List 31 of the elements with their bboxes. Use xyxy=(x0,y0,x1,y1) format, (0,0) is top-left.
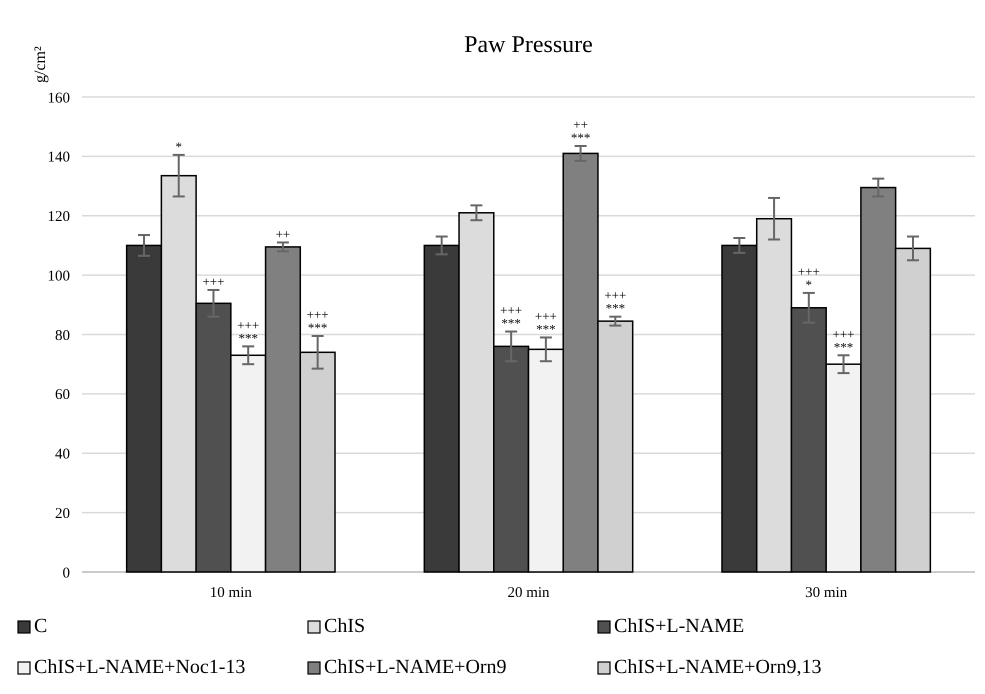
data-label: +++ *** xyxy=(832,326,855,354)
y-tick-label: 120 xyxy=(48,209,70,225)
data-label: * xyxy=(175,138,182,154)
y-tick-label: 0 xyxy=(62,565,70,582)
data-label: ++ xyxy=(276,226,290,242)
legend-label: ChIS+L-NAME+Orn9 xyxy=(324,656,507,678)
data-label: +++ *** xyxy=(237,317,260,346)
x-tick-label: 20 min xyxy=(507,585,550,601)
legend-label: ChIS+L-NAME+Noc1-13 xyxy=(34,656,246,678)
data-label: ++ *** xyxy=(570,116,590,145)
y-tick-label: 40 xyxy=(55,446,70,462)
y-tick-label: 60 xyxy=(55,387,70,404)
legend-label: ChIS+L-NAME xyxy=(614,615,744,637)
y-tick-label: 100 xyxy=(48,268,70,284)
data-label: +++ *** xyxy=(306,306,329,335)
y-tick-label: 160 xyxy=(48,90,70,106)
y-axis-title: g/cm² xyxy=(32,46,49,83)
legend-label: ChIS+L-NAME+Orn9,13 xyxy=(614,656,822,678)
data-label: +++ *** xyxy=(500,302,522,331)
legend-label: ChIS xyxy=(324,615,366,637)
x-tick-label: 30 min xyxy=(805,585,848,601)
data-label: +++ * xyxy=(798,264,820,292)
y-tick-label: 80 xyxy=(55,328,70,344)
y-tick-label: 140 xyxy=(48,150,70,166)
chart-title: Paw Pressure xyxy=(464,32,593,58)
data-label: +++ *** xyxy=(534,308,557,336)
legend-label: C xyxy=(34,615,48,637)
data-label: +++ *** xyxy=(604,288,626,316)
data-label: +++ xyxy=(202,274,224,289)
x-tick-label: 10 min xyxy=(210,585,252,601)
y-tick-label: 20 xyxy=(55,506,70,522)
